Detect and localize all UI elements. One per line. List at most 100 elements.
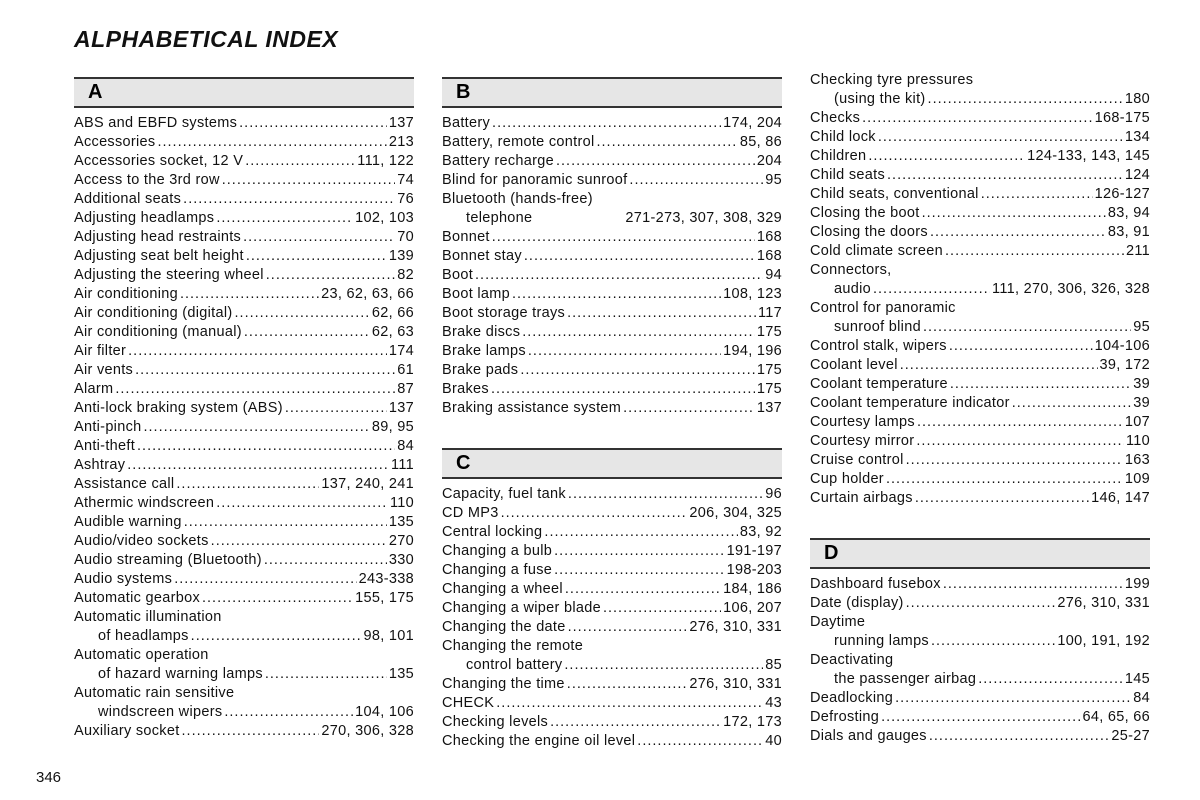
index-leader-dots xyxy=(568,618,688,637)
index-entry-pages: 204 xyxy=(757,152,782,171)
index-entry-label: Child seats, conventional xyxy=(810,185,979,204)
index-leader-dots xyxy=(137,437,395,456)
index-leader-dots xyxy=(216,209,353,228)
index-leader-dots xyxy=(157,133,386,152)
index-entry: Curtain airbags146, 147 xyxy=(810,489,1150,508)
index-entry-label: CHECK xyxy=(442,694,494,713)
index-leader-dots xyxy=(868,147,1025,166)
index-entry-pages: 194, 196 xyxy=(723,342,782,361)
index-entry: Adjusting head restraints70 xyxy=(74,228,414,247)
index-entry: Air conditioning (digital)62, 66 xyxy=(74,304,414,323)
index-entry-label: Control for panoramic xyxy=(810,299,956,318)
index-leader-dots xyxy=(585,637,780,656)
index-entry: Air conditioning (manual)62, 63 xyxy=(74,323,414,342)
index-entry: Changing a wheel184, 186 xyxy=(442,580,782,599)
index-entry-label: Courtesy mirror xyxy=(810,432,914,451)
index-entry: Anti-pinch89, 95 xyxy=(74,418,414,437)
index-entry-pages: 109 xyxy=(1125,470,1150,489)
index-entry-pages: 85, 86 xyxy=(740,133,782,152)
index-leader-dots xyxy=(243,228,395,247)
index-entry-label: of headlamps xyxy=(74,627,189,646)
index-leader-dots xyxy=(135,361,395,380)
index-entry-pages: 98, 101 xyxy=(364,627,414,646)
index-leader-dots xyxy=(950,375,1131,394)
index-entry: Athermic windscreen110 xyxy=(74,494,414,513)
index-entry-pages: 276, 310, 331 xyxy=(689,675,782,694)
index-entry-label: Coolant temperature xyxy=(810,375,948,394)
index-entry-label: Closing the doors xyxy=(810,223,928,242)
index-entry-label: Air vents xyxy=(74,361,133,380)
index-entry: Brake pads175 xyxy=(442,361,782,380)
index-entry-label: Deactivating xyxy=(810,651,893,670)
index-leader-dots xyxy=(556,152,755,171)
index-entry-pages: 104, 106 xyxy=(355,703,414,722)
index-leader-dots xyxy=(264,551,387,570)
index-entry-label: Daytime xyxy=(810,613,865,632)
index-entry-label: Changing a wiper blade xyxy=(442,599,601,618)
index-leader-dots xyxy=(567,304,756,323)
index-entry-pages: 104-106 xyxy=(1095,337,1150,356)
index-entry-label: telephone xyxy=(442,209,532,228)
index-entry-label: Air conditioning (digital) xyxy=(74,304,233,323)
index-leader-dots xyxy=(949,337,1093,356)
index-entry: Accessories socket, 12 V111, 122 xyxy=(74,152,414,171)
index-leader-dots xyxy=(878,128,1123,147)
index-entry-label: Assistance call xyxy=(74,475,174,494)
index-entry-pages: 102, 103 xyxy=(355,209,414,228)
index-leader-dots xyxy=(900,356,1098,375)
index-entry: running lamps100, 191, 192 xyxy=(810,632,1150,651)
index-entry: Daytime xyxy=(810,613,1150,632)
index-entry-label: Battery recharge xyxy=(442,152,554,171)
index-leader-dots xyxy=(512,285,721,304)
index-entry-pages: 198-203 xyxy=(727,561,782,580)
index-entry-label: Access to the 3rd row xyxy=(74,171,220,190)
index-leader-dots xyxy=(862,109,1093,128)
index-leader-dots xyxy=(881,708,1080,727)
index-leader-dots xyxy=(623,399,755,418)
index-entry: of hazard warning lamps135 xyxy=(74,665,414,684)
index-entry-label: Accessories socket, 12 V xyxy=(74,152,243,171)
index-entry-label: Boot storage trays xyxy=(442,304,565,323)
index-entry: Checking levels172, 173 xyxy=(442,713,782,732)
index-entry-label: Changing the date xyxy=(442,618,566,637)
index-entry-label: running lamps xyxy=(810,632,929,651)
index-entry-pages: 64, 65, 66 xyxy=(1083,708,1151,727)
index-leader-dots xyxy=(222,171,396,190)
index-entry: Courtesy lamps107 xyxy=(810,413,1150,432)
index-entry-pages: 110 xyxy=(390,494,414,513)
index-entry: Battery recharge 204 xyxy=(442,152,782,171)
index-entry-pages: 137 xyxy=(389,399,414,418)
index-entry: Coolant temperature indicator39 xyxy=(810,394,1150,413)
index-entry-label: Additional seats xyxy=(74,190,181,209)
index-entry: Braking assistance system137 xyxy=(442,399,782,418)
index-entry-pages: 87 xyxy=(397,380,414,399)
index-entry-pages: 76 xyxy=(397,190,414,209)
index-leader-dots xyxy=(916,432,1124,451)
index-leader-dots xyxy=(928,90,1123,109)
index-entry: Date (display)276, 310, 331 xyxy=(810,594,1150,613)
index-entry: Audible warning135 xyxy=(74,513,414,532)
index-leader-dots xyxy=(236,684,412,703)
index-leader-dots xyxy=(895,651,1148,670)
index-leader-dots xyxy=(285,399,387,418)
index-entry: Changing the date276, 310, 331 xyxy=(442,618,782,637)
index-letter-heading: B xyxy=(442,77,782,108)
index-leader-dots xyxy=(922,204,1106,223)
index-leader-dots xyxy=(930,223,1106,242)
index-entry-label: Anti-lock braking system (ABS) xyxy=(74,399,283,418)
index-entry: Cold climate screen211 xyxy=(810,242,1150,261)
index-leader-dots xyxy=(595,190,780,209)
index-entry-label: Bluetooth (hands-free) xyxy=(442,190,593,209)
index-entry: Child seats124 xyxy=(810,166,1150,185)
index-entry: Checking the engine oil level40 xyxy=(442,732,782,751)
index-entry-pages: 84 xyxy=(397,437,414,456)
index-entry: Changing the time276, 310, 331 xyxy=(442,675,782,694)
index-entry-label: Battery xyxy=(442,114,490,133)
index-leader-dots xyxy=(544,523,737,542)
index-entry-label: Checking the engine oil level xyxy=(442,732,635,751)
index-entry-label: Changing a fuse xyxy=(442,561,552,580)
index-leader-dots xyxy=(931,632,1055,651)
index-entry: Battery174, 204 xyxy=(442,114,782,133)
index-entry-label: Changing a wheel xyxy=(442,580,563,599)
index-entry-label: Coolant level xyxy=(810,356,898,375)
